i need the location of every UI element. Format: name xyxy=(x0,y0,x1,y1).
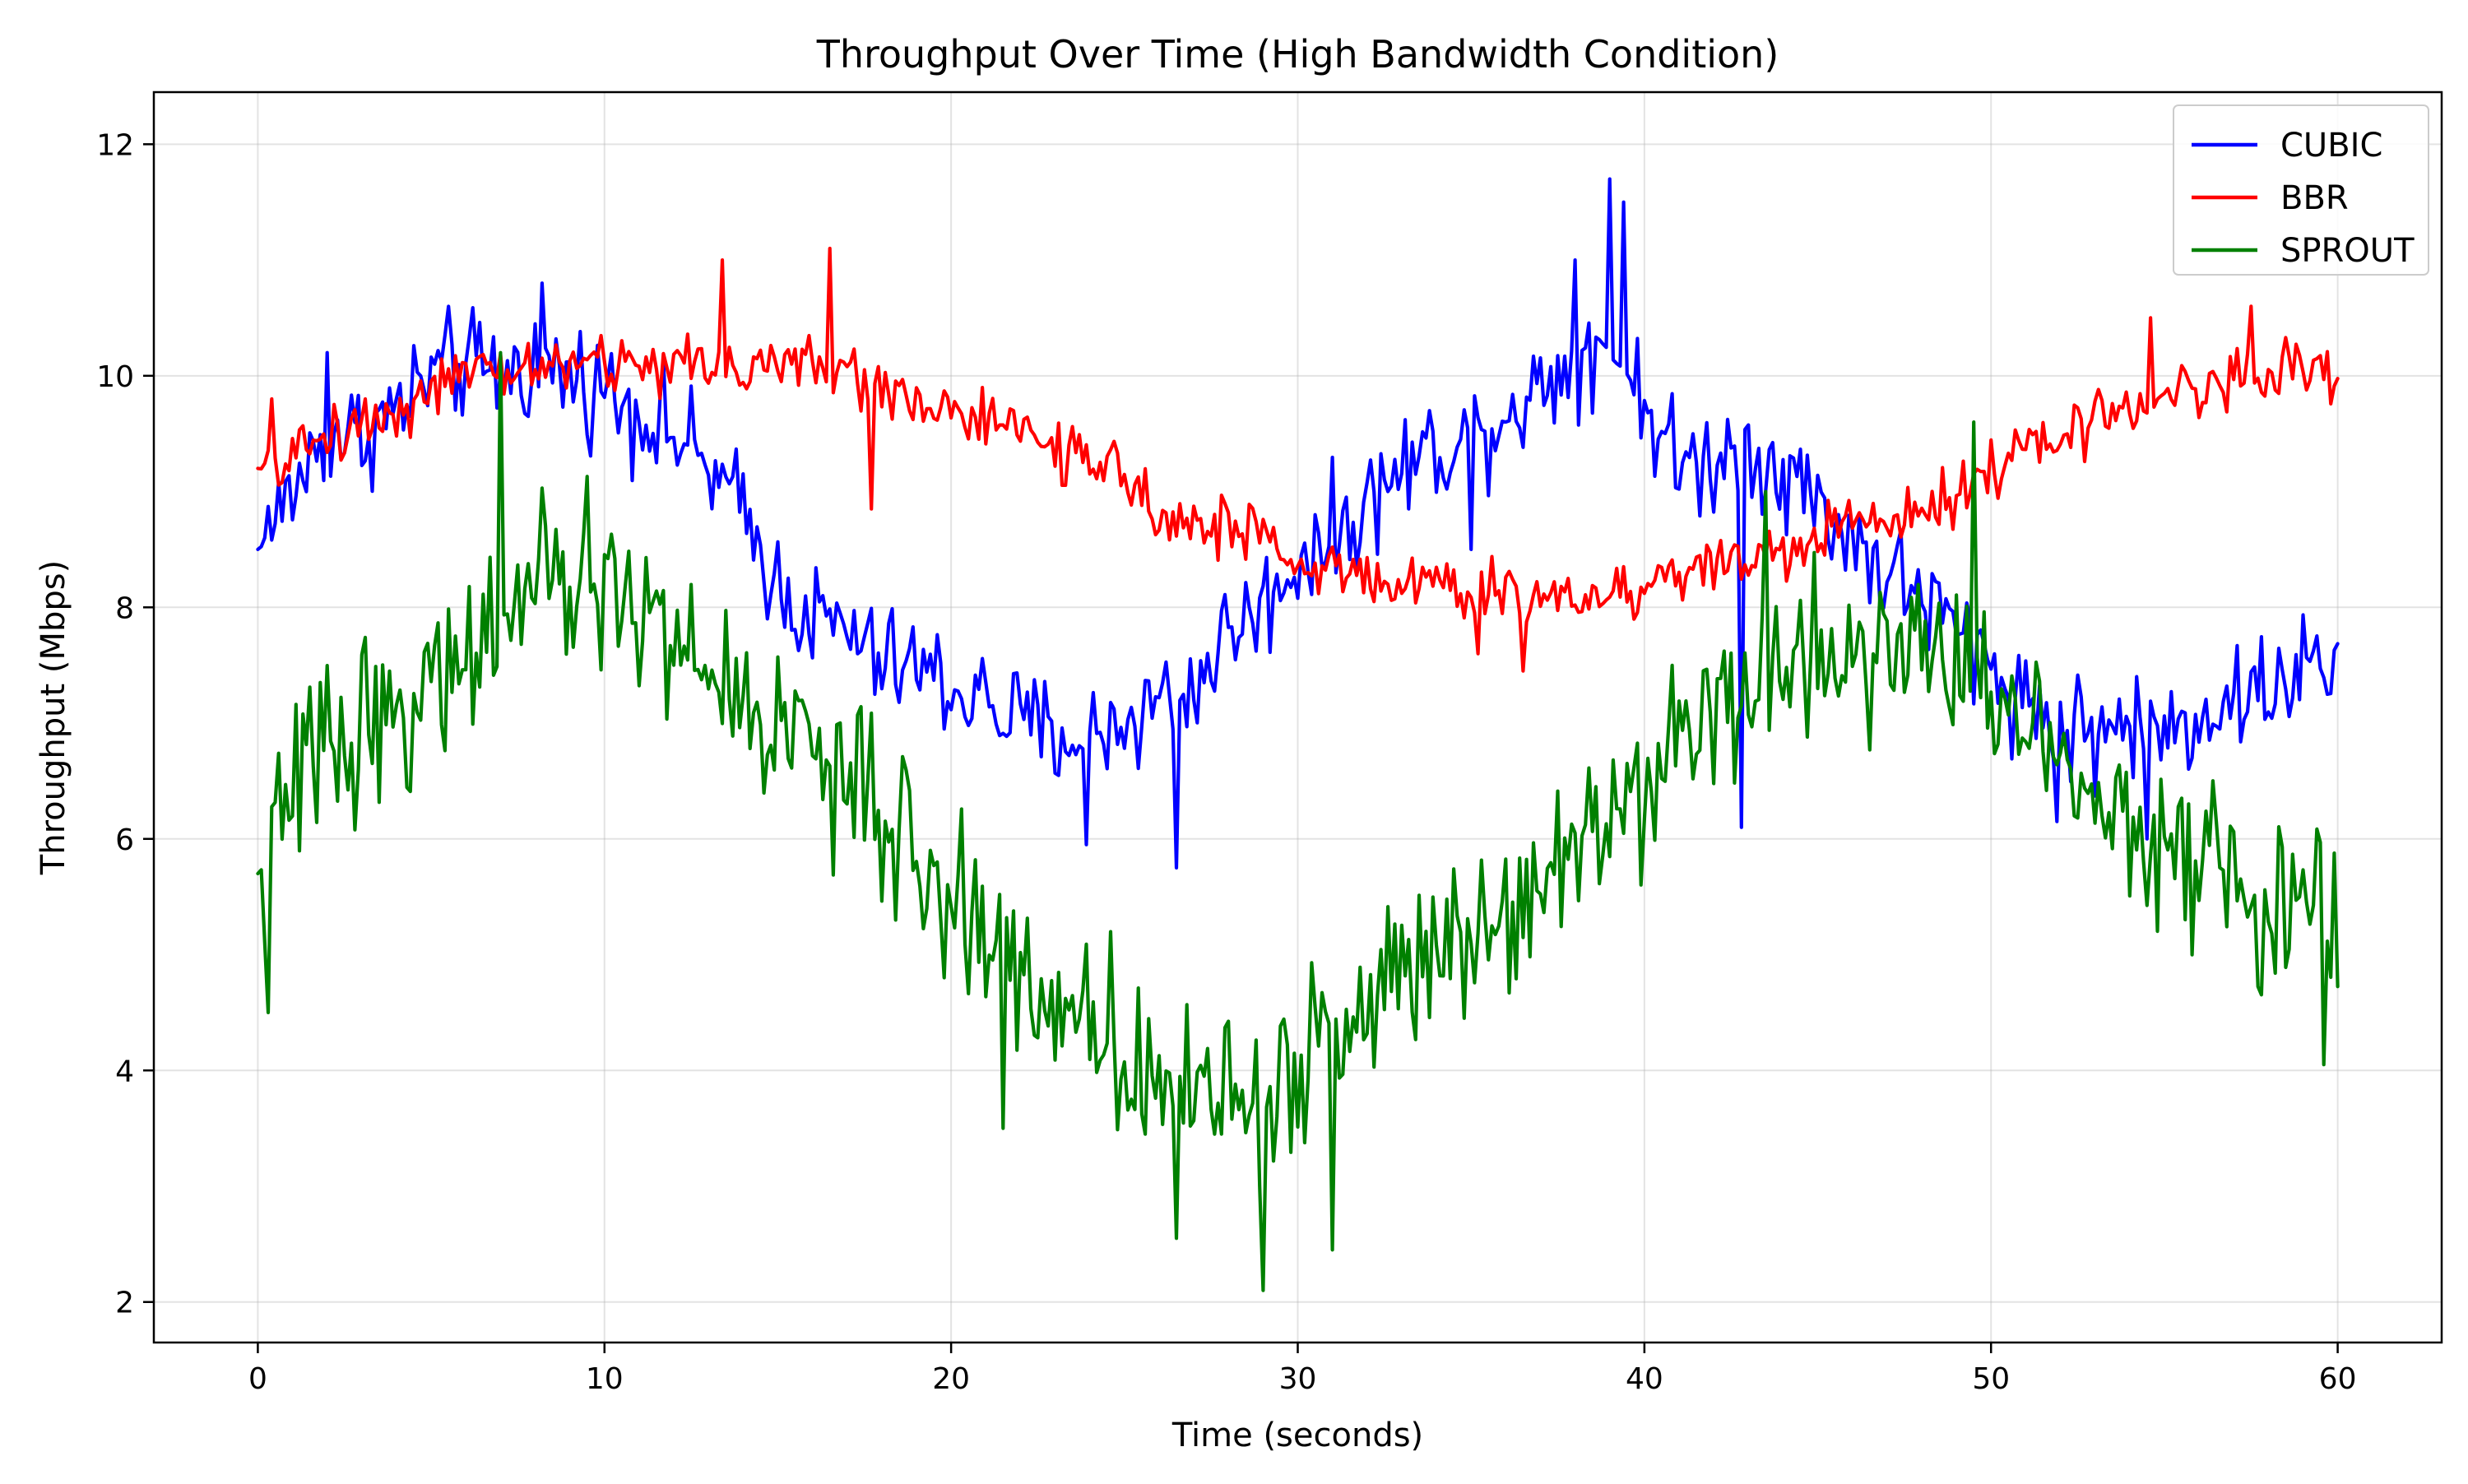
tick-layer: 0 10 20 30 40 50 60 2 4 6 8 10 12 xyxy=(96,128,2356,1396)
x-tick-label: 60 xyxy=(2319,1362,2357,1396)
x-tick-label: 20 xyxy=(932,1362,970,1396)
x-tick-label: 0 xyxy=(248,1362,267,1396)
series-line-bbr xyxy=(256,246,2340,673)
series-layer xyxy=(256,177,2340,1292)
legend: CUBIC BBR SPROUT xyxy=(2173,104,2429,276)
grid-layer xyxy=(154,92,2442,1343)
x-tick-label: 40 xyxy=(1626,1362,1663,1396)
x-tick-label: 50 xyxy=(1972,1362,2010,1396)
x-tick-label: 10 xyxy=(586,1362,624,1396)
y-tick-label: 8 xyxy=(115,591,134,625)
y-tick-label: 12 xyxy=(96,128,134,162)
legend-box xyxy=(2173,104,2429,276)
y-tick-label: 2 xyxy=(115,1287,134,1320)
series-line-sprout xyxy=(256,350,2340,1292)
y-tick-label: 10 xyxy=(96,360,134,394)
legend-label-cubic: CUBIC xyxy=(2280,127,2382,165)
legend-label-sprout: SPROUT xyxy=(2280,232,2415,270)
x-tick-label: 30 xyxy=(1279,1362,1317,1396)
series-line-cubic xyxy=(256,177,2340,870)
y-tick-label: 6 xyxy=(115,823,134,857)
y-tick-label: 4 xyxy=(115,1055,134,1088)
y-axis-title: Throughput (Mbps) xyxy=(35,560,72,875)
legend-label-bbr: BBR xyxy=(2280,179,2349,217)
chart-title: Throughput Over Time (High Bandwidth Con… xyxy=(816,32,1779,77)
x-axis-title: Time (seconds) xyxy=(1171,1417,1423,1454)
